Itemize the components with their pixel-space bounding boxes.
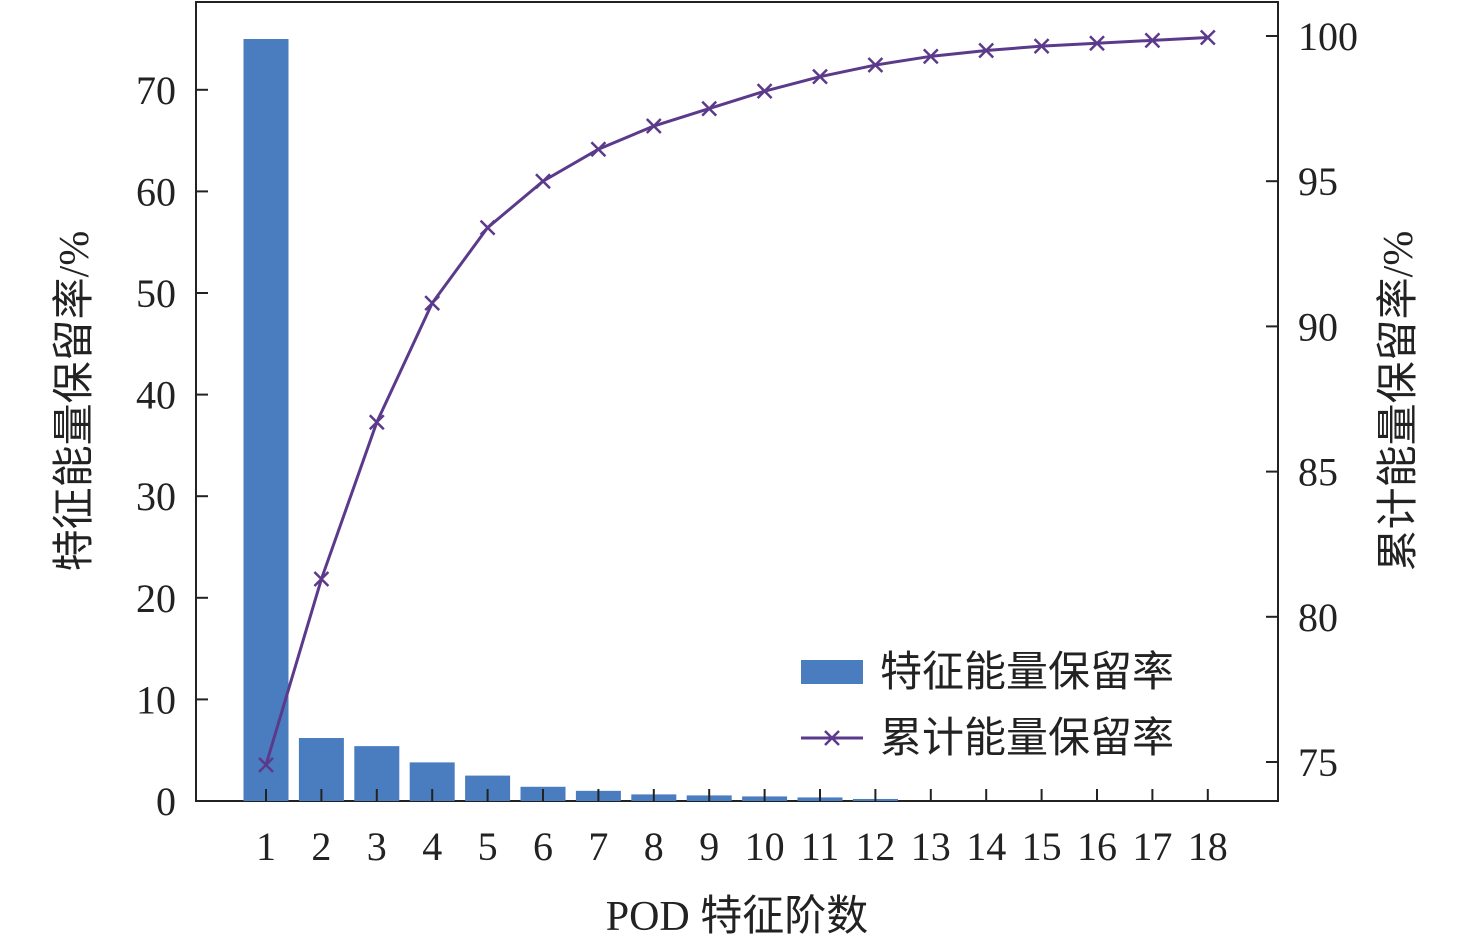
x-tick-label: 10 (745, 824, 785, 869)
x-ticks: 1 2 3 4 5 6 7 8 9 10 11 12 13 14 15 16 17 18 (256, 789, 1228, 869)
y-left-tick-label: 20 (136, 576, 176, 621)
legend-line-marker (824, 730, 840, 746)
plot-frame (195, 1, 1279, 802)
line-point-6 (535, 173, 551, 190)
line-point-1 (258, 757, 274, 773)
legend-bar-label: 特征能量保留率 (880, 649, 1174, 696)
x-tick-label: 6 (533, 824, 553, 869)
cumulative-line (264, 35, 1208, 766)
line-point-4 (424, 295, 441, 312)
x-tick-label: 4 (422, 824, 442, 869)
x-tick-label: 16 (1077, 824, 1117, 869)
line-point-14 (978, 42, 995, 59)
legend-bar-swatch (801, 660, 863, 684)
line-point-9 (701, 100, 718, 117)
x-axis-title: POD 特征阶数 (606, 894, 869, 940)
x-tick-label: 8 (644, 824, 664, 869)
y-right-axis-title: 累计能量保留率/% (1375, 231, 1422, 572)
x-tick-label: 3 (367, 824, 387, 869)
x-tick-label: 7 (588, 824, 608, 869)
y-left-tick-label: 70 (136, 68, 176, 113)
y-left-tick-label: 10 (136, 677, 176, 722)
x-tick-label: 14 (966, 824, 1006, 869)
y-left-ticks: 0 10 20 30 40 50 60 70 (136, 68, 208, 824)
y-left-tick-label: 30 (136, 474, 176, 519)
y-right-ticks: 75 80 85 90 95 100 (1266, 14, 1358, 785)
legend-line-label: 累计能量保留率 (880, 715, 1174, 762)
y-left-tick-label: 0 (156, 779, 176, 824)
y-right-tick-label: 85 (1298, 450, 1338, 495)
x-tick-label: 17 (1132, 824, 1172, 869)
cumulative-line-group (258, 29, 1216, 773)
x-tick-label: 9 (699, 824, 719, 869)
x-tick-label: 12 (855, 824, 895, 869)
line-point-16 (1089, 35, 1105, 52)
line-point-13 (922, 48, 939, 65)
y-left-tick-label: 40 (136, 373, 176, 418)
y-right-tick-label: 75 (1298, 740, 1338, 785)
x-tick-label: 18 (1188, 824, 1228, 869)
line-point-12 (867, 57, 884, 73)
bars-group (243, 39, 898, 801)
line-point-5 (479, 219, 496, 236)
x-tick-label: 1 (256, 824, 276, 869)
y-right-tick-label: 80 (1298, 595, 1338, 640)
legend: 特征能量保留率 累计能量保留率 (801, 649, 1174, 762)
y-left-axis-title: 特征能量保留率/% (51, 231, 98, 572)
y-right-tick-label: 95 (1298, 159, 1338, 204)
x-tick-label: 2 (311, 824, 331, 869)
x-tick-label: 13 (911, 824, 951, 869)
bar-1 (243, 39, 289, 801)
y-right-tick-label: 100 (1298, 14, 1358, 59)
x-tick-label: 15 (1022, 824, 1062, 869)
line-point-15 (1033, 38, 1050, 55)
x-tick-label: 11 (801, 824, 840, 869)
y-right-tick-label: 90 (1298, 304, 1338, 349)
x-tick-label: 5 (478, 824, 498, 869)
y-left-tick-label: 50 (136, 271, 176, 316)
line-point-17 (1144, 32, 1161, 49)
line-point-8 (645, 118, 662, 134)
line-point-18 (1199, 29, 1216, 46)
line-point-11 (812, 68, 828, 85)
y-left-tick-label: 60 (136, 169, 176, 214)
line-point-7 (590, 141, 607, 158)
line-point-2 (313, 571, 330, 587)
line-point-10 (756, 83, 773, 100)
line-point-3 (368, 414, 385, 431)
